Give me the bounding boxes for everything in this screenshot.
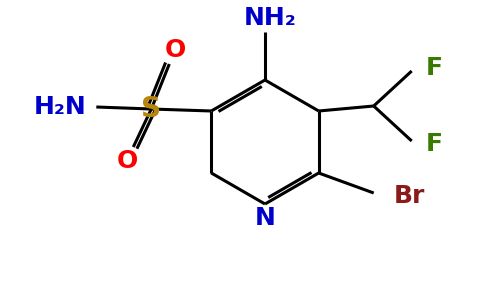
Text: Br: Br — [393, 184, 425, 208]
Text: F: F — [426, 132, 443, 156]
Text: O: O — [117, 149, 138, 173]
Text: O: O — [165, 38, 186, 62]
Text: S: S — [141, 95, 161, 123]
Text: N: N — [255, 206, 275, 230]
Text: NH₂: NH₂ — [243, 6, 296, 30]
Text: H₂N: H₂N — [33, 95, 86, 119]
Text: F: F — [426, 56, 443, 80]
